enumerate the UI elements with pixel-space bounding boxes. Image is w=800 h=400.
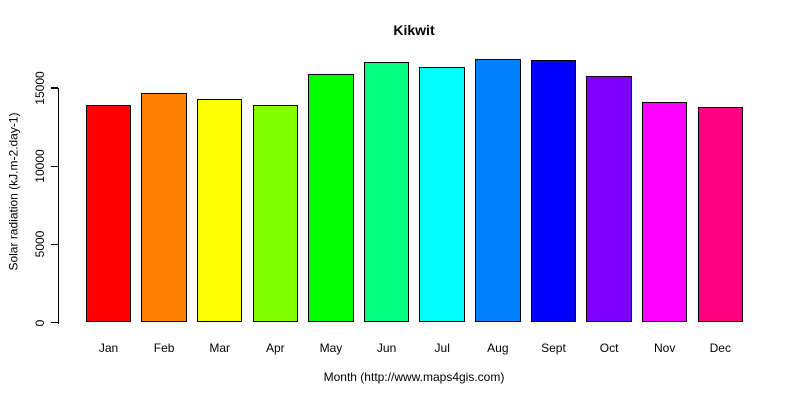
chart-title: Kikwit [393,22,435,38]
month-label-jan: Jan [98,341,119,355]
month-label-may: May [319,341,343,355]
month-label-oct: Oct [599,341,619,355]
y-tick-label: 0 [33,319,47,326]
month-label-sept: Sept [541,341,566,355]
bar-jan [85,104,132,323]
bar-sept [530,60,577,323]
month-label-mar: Mar [209,341,231,355]
bar-jul [419,67,465,323]
month-label-nov: Nov [654,341,676,355]
bar-aug [475,59,521,323]
bar-apr [252,105,299,323]
bar-may [308,73,354,323]
y-tick-mark [50,243,58,245]
x-axis-title: Month (http://www.maps4gis.com) [323,370,505,384]
bar-nov [641,102,688,323]
bar-oct [586,76,632,323]
y-tick-label: 5000 [33,230,47,258]
bar-feb [141,93,187,323]
y-tick-mark [50,87,58,89]
y-tick-mark [50,165,58,167]
y-tick-label: 10000 [33,149,47,183]
bar-mar [196,99,243,323]
y-tick-mark [50,321,58,324]
y-axis-title: Solar radiation (kJ.m-2.day-1) [6,112,21,271]
bar-jun [363,61,410,323]
month-label-aug: Aug [487,341,509,355]
bar-dec [697,106,744,323]
month-label-jun: Jun [376,341,397,355]
month-label-dec: Dec [709,341,731,355]
y-tick-label: 15000 [33,71,47,105]
y-axis-line [57,88,59,324]
month-label-jul: Jul [434,341,450,355]
month-label-apr: Apr [266,341,285,355]
month-label-feb: Feb [153,341,175,355]
